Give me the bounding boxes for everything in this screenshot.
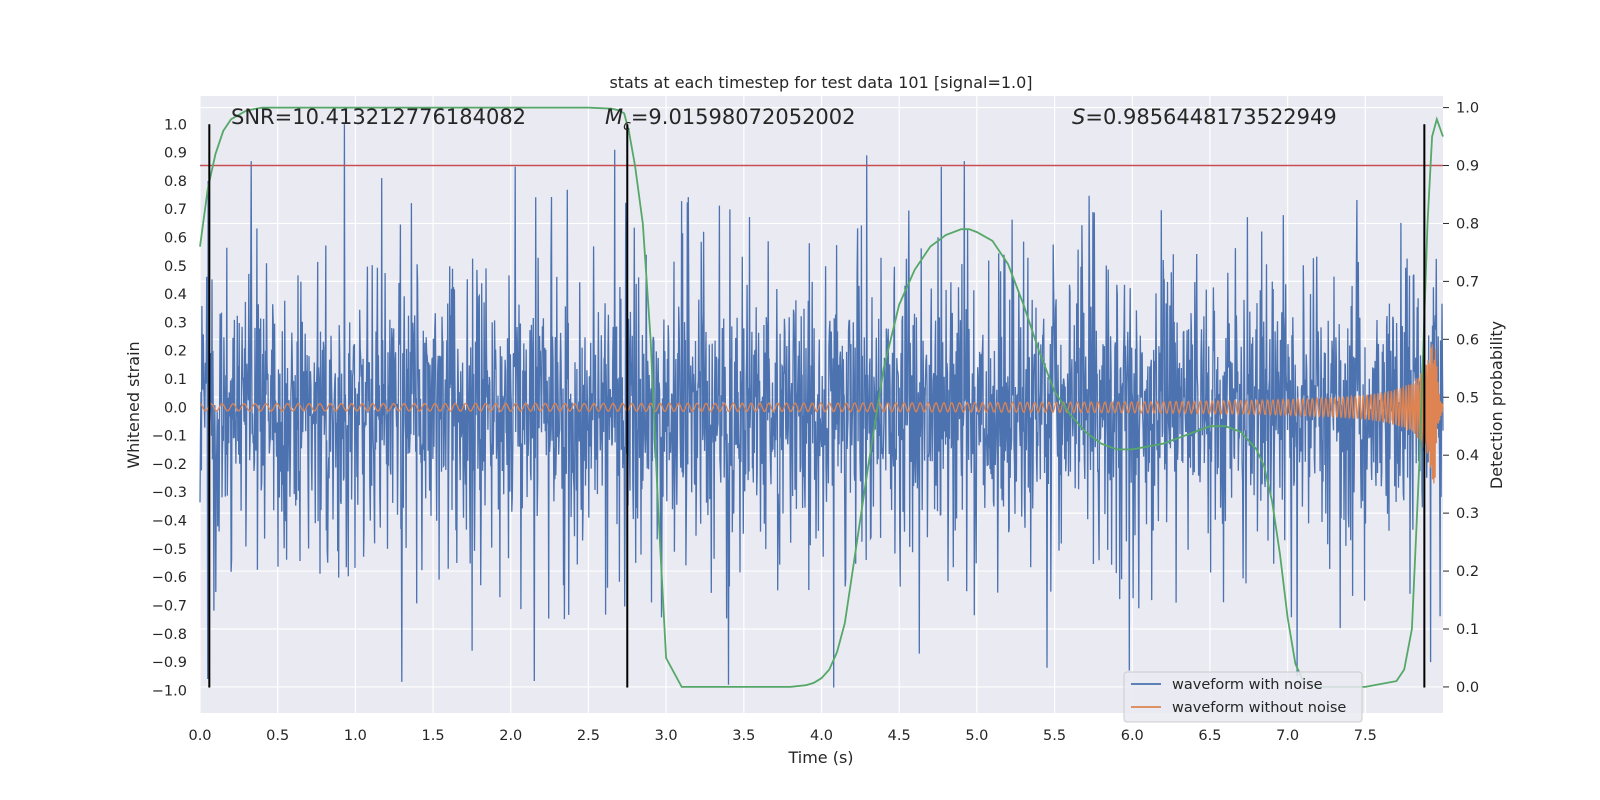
clean-waveform-line — [199, 344, 1444, 484]
y-tick-label: −1.0 — [152, 683, 187, 699]
y-tick-label: −0.9 — [152, 655, 187, 671]
y-tick-label: −0.7 — [152, 598, 187, 614]
legend: waveform with noise waveform without noi… — [1123, 671, 1363, 723]
x-tick-labels: 0.0 0.5 1.0 1.5 2.0 2.5 3.0 3.5 4.0 4.5 5.0 5.5 6.0 6… — [188, 728, 1376, 744]
y2-tick-label: 0.6 — [1456, 332, 1479, 348]
waveform-without-noise-series — [199, 344, 1444, 484]
x-tick-label: 0.5 — [266, 728, 289, 744]
x-tick-label: 6.5 — [1198, 728, 1221, 744]
x-tick-label: 3.0 — [655, 728, 678, 744]
y-tick-label: −0.1 — [152, 429, 187, 445]
y2-tick-label: 0.0 — [1456, 680, 1479, 696]
legend-label-noise: waveform with noise — [1172, 677, 1323, 693]
legend-box — [1123, 671, 1363, 723]
s-symbol: S — [1072, 105, 1085, 129]
y-tick-label: 0.6 — [164, 231, 187, 247]
y-tick-label: −0.4 — [152, 514, 187, 530]
y-tick-label: 0.8 — [164, 174, 187, 190]
x-tick-label: 1.5 — [422, 728, 445, 744]
y2-tick-label: 0.9 — [1456, 159, 1479, 175]
x-tick-label: 2.0 — [499, 728, 522, 744]
y2-tick-label: 0.4 — [1456, 448, 1479, 464]
y-tick-label: −0.8 — [152, 627, 187, 643]
y-tick-label: 0.5 — [164, 259, 187, 275]
x-tick-label: 6.0 — [1121, 728, 1144, 744]
y2-tick-label: 0.1 — [1456, 622, 1479, 638]
y-axis-label: Whitened strain — [124, 341, 143, 468]
y2-tick-label: 0.5 — [1456, 390, 1479, 406]
y-tick-label: 0.4 — [164, 287, 187, 303]
x-tick-label: 3.5 — [732, 728, 755, 744]
chirp-mass-subscript: c — [623, 118, 631, 134]
y-tick-label: 0.7 — [164, 202, 187, 218]
chirp-mass-annotation: Mc=9.01598072052002 — [605, 105, 856, 134]
y-tick-label: 0.3 — [164, 315, 187, 331]
y-tick-label: 0.1 — [164, 372, 187, 388]
snr-annotation: SNR=10.413212776184082 — [231, 105, 526, 129]
y2-tick-label: 0.2 — [1456, 564, 1479, 580]
y-tick-label: 0.0 — [164, 400, 187, 416]
y-tick-label: 1.0 — [164, 117, 187, 133]
y-tick-label: −0.6 — [152, 570, 187, 586]
x-tick-label: 2.5 — [577, 728, 600, 744]
x-tick-label: 1.0 — [344, 728, 367, 744]
x-tick-label: 5.5 — [1043, 728, 1066, 744]
y-tick-label: −0.3 — [152, 485, 187, 501]
y-tick-label: 0.9 — [164, 146, 187, 162]
chart-title: stats at each timestep for test data 101… — [609, 73, 1032, 92]
detection-probability-series — [199, 106, 1444, 688]
y2-tick-label: 0.7 — [1456, 274, 1479, 290]
y2-tick-label: 0.8 — [1456, 216, 1479, 232]
legend-label-clean: waveform without noise — [1172, 700, 1346, 716]
y2-tick-label: 0.3 — [1456, 506, 1479, 522]
y-tick-label: −0.5 — [152, 542, 187, 558]
x-tick-label: 7.5 — [1354, 728, 1377, 744]
waveform-with-noise-series — [199, 124, 1444, 688]
probability-line — [199, 106, 1444, 688]
vertical-markers — [208, 124, 1426, 688]
noise-waveform-line — [199, 124, 1444, 688]
y-tick-label: 0.2 — [164, 344, 187, 360]
x-tick-label: 4.0 — [810, 728, 833, 744]
y-tick-label: −0.2 — [152, 457, 187, 473]
x-axis-label: Time (s) — [787, 748, 853, 767]
x-tick-label: 7.0 — [1276, 728, 1299, 744]
y2-tick-labels: 1.0 0.9 0.8 0.7 0.6 0.5 0.4 0.3 0.2 0.1 0.0 — [1443, 101, 1479, 696]
s-annotation: S=0.9856448173522949 — [1072, 105, 1337, 129]
x-tick-label: 0.0 — [188, 728, 211, 744]
chirp-mass-symbol: M — [605, 105, 623, 129]
s-value: =0.9856448173522949 — [1085, 105, 1336, 129]
x-tick-label: 5.0 — [965, 728, 988, 744]
y-tick-labels: 1.0 0.9 0.8 0.7 0.6 0.5 0.4 0.3 0.2 0.1 0.0 −0.1 −0.… — [152, 117, 187, 699]
chirp-mass-value: =9.01598072052002 — [631, 105, 856, 129]
x-tick-label: 4.5 — [888, 728, 911, 744]
y2-tick-label: 1.0 — [1456, 101, 1479, 117]
y2-axis-label: Detection probability — [1487, 321, 1506, 489]
